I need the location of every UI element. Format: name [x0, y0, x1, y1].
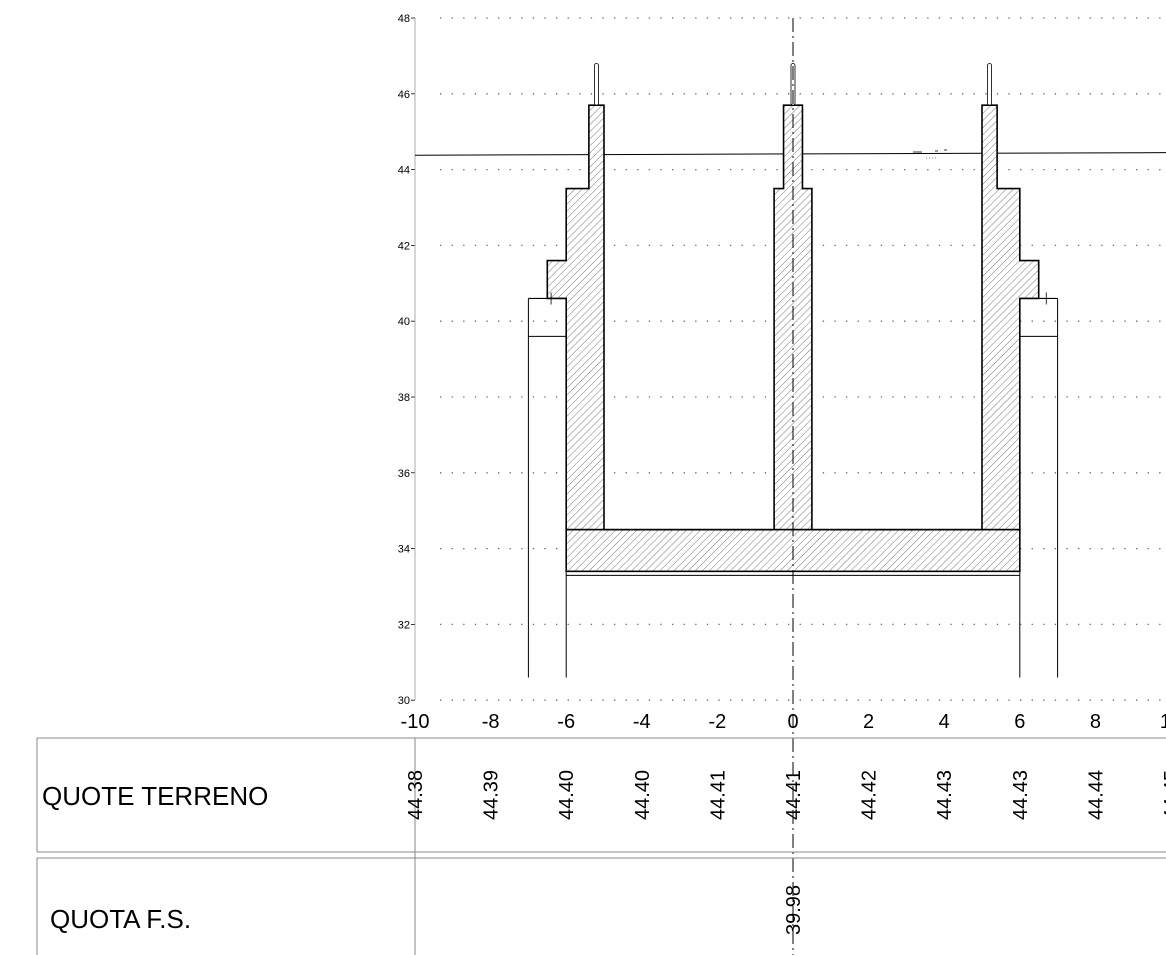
x-axis: -10-8-6-4-20246810: [401, 711, 1166, 733]
x-tick-label: -8: [482, 711, 500, 733]
fs-value: 39.98: [783, 885, 805, 935]
terreno-value: 44.42: [859, 770, 881, 820]
rebar-stub: [594, 63, 599, 106]
y-tick-label: 42: [398, 240, 410, 252]
x-tick-label: -4: [633, 711, 651, 733]
terreno-value: 44.45: [1161, 770, 1166, 820]
y-tick-label: 36: [398, 468, 410, 480]
x-tick-label: 4: [939, 711, 950, 733]
x-tick-label: -6: [557, 711, 575, 733]
profile-table: QUOTE TERRENO QUOTA F.S. 44.38 44.39 44.40…: [36, 737, 1166, 955]
x-tick-label: -10: [401, 711, 430, 733]
y-tick-label: 40: [398, 316, 410, 328]
terreno-value: 44.39: [481, 770, 503, 820]
x-tick-label: 6: [1014, 711, 1025, 733]
y-tick-label: 32: [398, 619, 410, 631]
y-tick-label: 44: [398, 165, 410, 177]
ground-line: [414, 152, 1166, 156]
x-tick-label: 8: [1090, 711, 1101, 733]
x-tick-label: -2: [709, 711, 727, 733]
terreno-values: 44.38 44.39 44.40 44.40 44.41 44.41 44.42 44.43…: [405, 770, 1166, 820]
row-label-fs: QUOTA F.S.: [50, 904, 191, 934]
rebar-stub: [987, 63, 992, 106]
y-tick-label: 48: [398, 13, 410, 25]
y-tick-label: 30: [398, 695, 410, 707]
y-tick-label: 34: [398, 544, 410, 556]
culvert-structure: [527, 63, 1059, 678]
terreno-value: 44.43: [934, 770, 956, 820]
x-tick-label: 10: [1160, 711, 1166, 733]
y-tick-label: 38: [398, 392, 410, 404]
terreno-value: 44.38: [405, 770, 427, 820]
right-wall: [981, 104, 1040, 531]
terreno-value: 44.40: [556, 770, 578, 820]
terreno-value: 44.43: [1010, 770, 1032, 820]
fs-values: 39.98: [783, 885, 805, 935]
left-wall: [546, 104, 605, 531]
y-tick-label: 46: [398, 89, 410, 101]
row-label-terreno: QUOTE TERRENO: [42, 781, 268, 811]
terreno-value: 44.41: [707, 770, 729, 820]
terreno-value: 44.41: [783, 770, 805, 820]
annotation-mark: [913, 149, 947, 159]
x-tick-label: 2: [863, 711, 874, 733]
y-axis: 48 46 44 42 40 38 36 34 32 30: [398, 13, 416, 707]
terreno-value: 44.40: [632, 770, 654, 820]
terreno-value: 44.44: [1085, 770, 1107, 820]
